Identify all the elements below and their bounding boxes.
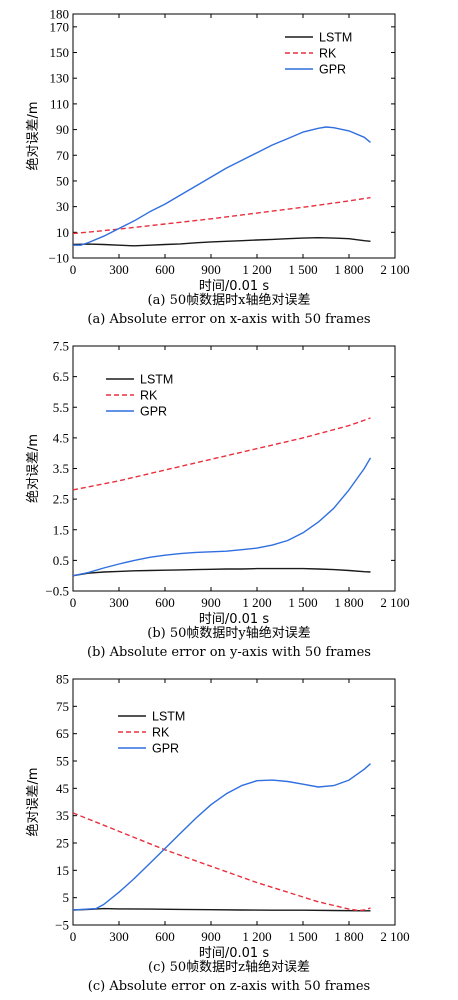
y-tick-label: 65	[56, 726, 69, 741]
y-axis-label: 绝对误差/m	[25, 434, 41, 503]
x-tick-label: 1 800	[334, 262, 363, 277]
series-line-rk	[73, 196, 371, 235]
series-line-lstm	[73, 907, 371, 912]
legend-label-gpr: GPR	[319, 63, 346, 77]
caption-cn: (c) 50帧数据时z轴绝对误差	[148, 959, 310, 975]
caption-en: (a) Absolute error on x-axis with 50 fra…	[87, 312, 370, 327]
y-tick-label: 4.5	[53, 430, 69, 445]
x-tick-label: 900	[201, 929, 221, 944]
y-axis-label: 绝对误差/m	[25, 767, 41, 836]
x-tick-label: 900	[201, 595, 221, 610]
legend-label-lstm: LSTM	[140, 373, 173, 387]
chart-panel-3: 0 300 600 900 1 200 1 500 1 800 2 100 −5 5 15 25 35 4…	[25, 672, 410, 995]
y-tick-label: 45	[56, 781, 69, 796]
y-tick-label: 170	[50, 19, 70, 34]
y-tick-label: 75	[56, 699, 69, 714]
x-tick-label: 300	[109, 595, 129, 610]
plot-frame	[72, 678, 396, 926]
y-tick-label: 3.5	[53, 461, 69, 476]
y-tick-label: 5.5	[53, 400, 69, 415]
y-tick-label: 25	[56, 836, 69, 851]
y-tick-label: 180	[50, 7, 70, 22]
x-tick-label: 1 800	[334, 595, 363, 610]
y-tick-label: −10	[49, 251, 69, 266]
x-tick-label: 2 100	[380, 595, 409, 610]
x-tick-label: 0	[70, 595, 77, 610]
y-tick-label: 55	[56, 754, 69, 769]
series-line-gpr	[73, 126, 371, 246]
y-tick-label: 90	[56, 122, 69, 137]
x-tick-label: 1 800	[334, 929, 363, 944]
x-tick-label: 1 200	[242, 929, 271, 944]
x-tick-label: 1 500	[288, 929, 317, 944]
x-tick-label: 600	[155, 262, 175, 277]
x-axis-label: 时间/0.01 s	[199, 946, 269, 961]
y-tick-label: 35	[56, 808, 69, 823]
caption-cn: (a) 50帧数据时x轴绝对误差	[148, 292, 311, 308]
y-tick-label: 5	[63, 890, 70, 905]
x-tick-label: 1 500	[288, 595, 317, 610]
legend-label-rk: RK	[152, 726, 170, 740]
caption-en: (b) Absolute error on y-axis with 50 fra…	[87, 645, 371, 660]
x-tick-label: 1 500	[288, 262, 317, 277]
x-tick-label: 1 200	[242, 595, 271, 610]
plot-frame	[72, 345, 396, 592]
chart-panel-1: 0 300 600 900 1 200 1 500 1 800 2 100 −10 10 30 50 7…	[25, 7, 410, 328]
x-tick-label: 0	[70, 262, 77, 277]
x-tick-label: 2 100	[380, 929, 409, 944]
series-line-rk	[73, 417, 371, 491]
y-tick-label: 85	[56, 672, 69, 687]
y-tick-label: 150	[50, 45, 70, 60]
y-tick-label: 0.5	[53, 553, 69, 568]
y-axis-label: 绝对误差/m	[25, 101, 41, 170]
y-tick-label: 10	[56, 225, 69, 240]
x-tick-label: 2 100	[380, 262, 409, 277]
y-tick-label: 70	[56, 148, 69, 163]
x-axis-label: 时间/0.01 s	[199, 612, 269, 627]
plot-frame	[72, 13, 396, 259]
y-tick-label: 30	[56, 199, 69, 214]
legend-label-lstm: LSTM	[319, 31, 352, 45]
series-line-lstm	[73, 567, 371, 577]
legend-label-rk: RK	[319, 47, 337, 61]
legend-label-gpr: GPR	[140, 405, 167, 419]
y-tick-label: 6.5	[53, 369, 69, 384]
y-tick-label: 15	[56, 863, 69, 878]
y-tick-label: 2.5	[53, 492, 69, 507]
x-tick-label: 300	[109, 262, 129, 277]
caption-en: (c) Absolute error on z-axis with 50 fra…	[88, 979, 370, 994]
x-tick-label: 300	[109, 929, 129, 944]
x-tick-label: 600	[155, 595, 175, 610]
caption-cn: (b) 50帧数据时y轴绝对误差	[147, 625, 310, 641]
legend-label-lstm: LSTM	[152, 710, 185, 724]
chart-panel-2: 0 300 600 900 1 200 1 500 1 800 2 100 −0.5 0.5 1.5…	[25, 339, 410, 661]
y-tick-label: 1.5	[53, 522, 69, 537]
y-tick-label: 7.5	[53, 339, 69, 354]
y-tick-label: −5	[55, 918, 69, 933]
series-line-gpr	[73, 763, 371, 911]
series-line-gpr	[73, 457, 372, 577]
legend-label-gpr: GPR	[152, 742, 179, 756]
y-tick-label: 130	[50, 71, 70, 86]
x-tick-label: 0	[70, 929, 77, 944]
x-tick-label: 600	[155, 929, 175, 944]
legend-label-rk: RK	[140, 389, 158, 403]
x-tick-label: 1 200	[242, 262, 271, 277]
x-tick-label: 900	[201, 262, 221, 277]
y-tick-label: 50	[56, 173, 69, 188]
x-axis-label: 时间/0.01 s	[199, 279, 269, 294]
series-line-lstm	[73, 236, 371, 247]
y-tick-label: −0.5	[45, 584, 69, 599]
series-line-rk	[73, 812, 371, 912]
y-tick-label: 110	[50, 96, 69, 111]
